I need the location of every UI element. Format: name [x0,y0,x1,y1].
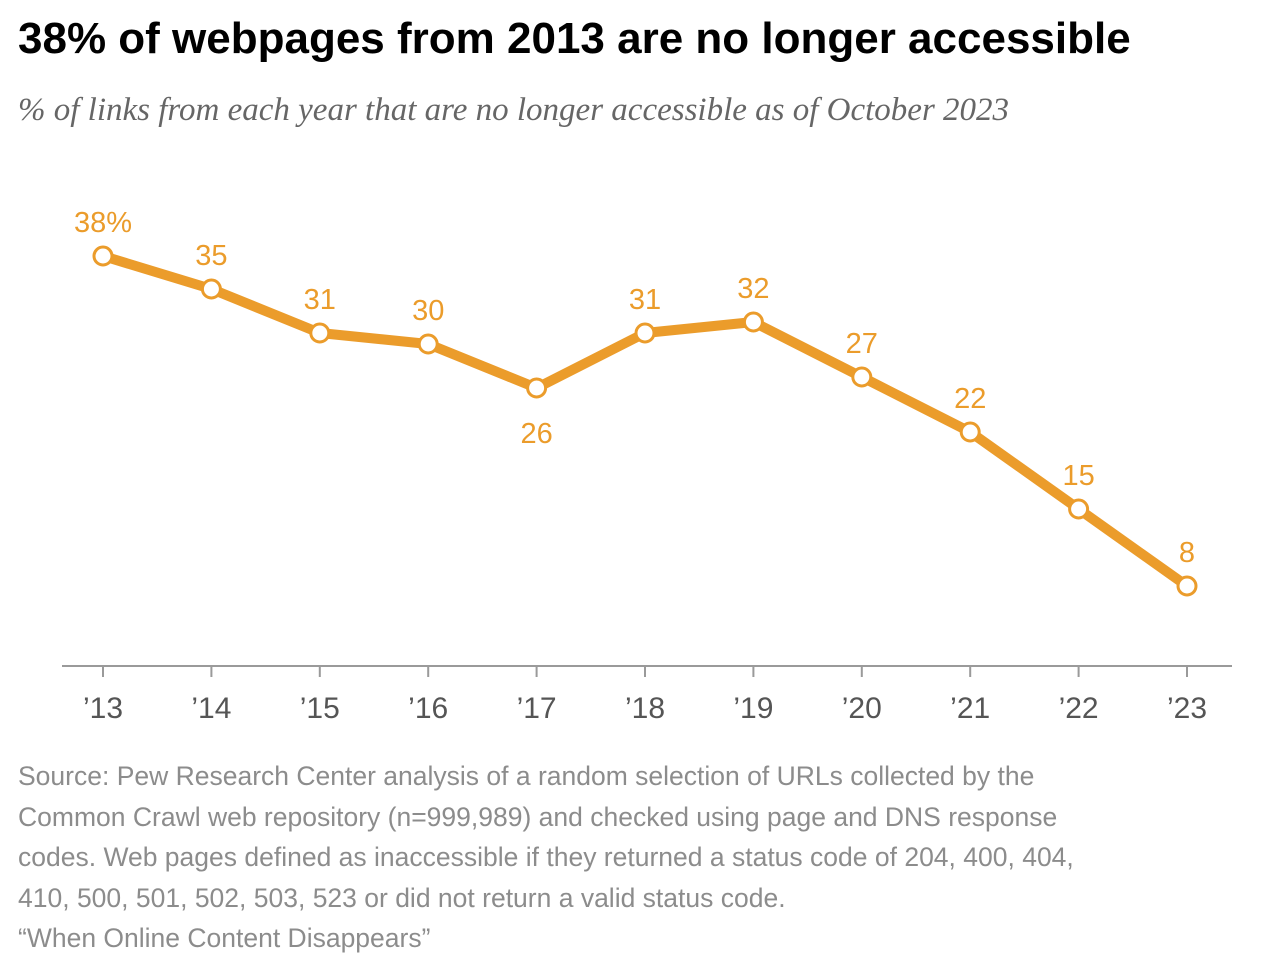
data-point-marker [851,366,873,388]
source-line: 410, 500, 501, 502, 503, 523 or did not … [18,882,786,913]
data-label: 32 [737,273,769,305]
x-tick-label: ’22 [1059,692,1099,725]
data-point-marker [1068,498,1090,520]
x-tick-label: ’17 [517,692,557,725]
data-point-marker [417,333,439,355]
data-label: 22 [954,383,986,415]
source-note: Source: Pew Research Center analysis of … [18,756,1258,959]
data-label: 38% [74,207,132,239]
data-label: 31 [304,284,336,316]
data-point-marker [200,278,222,300]
data-point-marker [1176,575,1198,597]
data-point-marker [634,322,656,344]
data-point-marker [526,377,548,399]
line-chart: 38% 35 31 30 26 31 32 27 22 15 8 ’13 ’14 ’15 ’16 ’17 ’1… [62,207,1232,725]
x-tick-label: ’20 [842,692,882,725]
data-point-marker [309,322,331,344]
x-tick-label: ’15 [300,692,340,725]
data-label: 30 [412,295,444,327]
report-title: “When Online Content Disappears” [18,923,431,953]
chart-subtitle: % of links from each year that are no lo… [18,92,1010,128]
x-tick-label: ’13 [83,692,123,725]
data-point-marker [959,421,981,443]
source-line: codes. Web pages defined as inaccessible… [18,842,1074,872]
x-tick-label: ’23 [1167,692,1207,725]
x-tick-label: ’14 [191,692,231,725]
data-label: 26 [520,418,552,450]
data-label: 35 [195,240,227,272]
source-line: Common Crawl web repository (n=999,989) … [18,801,1058,832]
data-label: 31 [629,284,661,316]
data-point-marker [742,311,764,333]
x-tick-label: ’21 [950,692,990,725]
source-line: Source: Pew Research Center analysis of … [18,761,1035,791]
data-label: 15 [1062,460,1094,492]
data-label: 8 [1179,537,1195,569]
data-label: 27 [846,328,878,360]
x-tick-label: ’19 [733,692,773,725]
x-tick-label: ’18 [625,692,665,725]
chart-title: 38% of webpages from 2013 are no longer … [18,14,1131,63]
data-point-marker [92,245,114,267]
x-tick-label: ’16 [408,692,448,725]
